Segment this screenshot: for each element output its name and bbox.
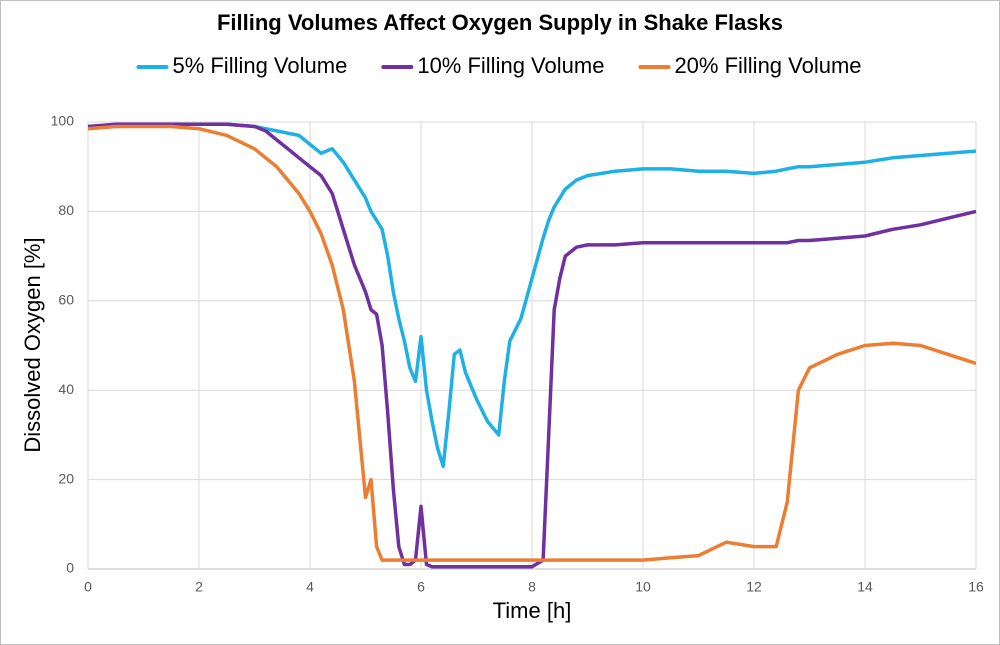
legend: 5% Filling Volume 10% Filling Volume 20% F…	[136, 53, 862, 78]
y-tick-label: 100	[51, 113, 75, 129]
x-tick-label: 0	[84, 579, 92, 595]
x-tick-label: 10	[635, 579, 651, 595]
legend-label: 20% Filling Volume	[674, 53, 861, 78]
x-tick-label: 16	[968, 579, 984, 595]
x-tick-label: 4	[306, 579, 314, 595]
legend-label: 5% Filling Volume	[172, 53, 347, 78]
legend-item: 20% Filling Volume	[638, 53, 862, 78]
y-tick-label: 40	[58, 381, 74, 397]
x-tick-label: 12	[746, 579, 762, 595]
x-tick-label: 2	[195, 579, 203, 595]
legend-item: 5% Filling Volume	[136, 53, 347, 78]
y-tick-label: 60	[58, 292, 74, 308]
data-line	[88, 122, 977, 468]
data-line	[87, 122, 977, 569]
x-tick-label: 6	[417, 579, 425, 595]
x-axis-label: Time [h]	[493, 598, 572, 623]
y-axis-label: Dissolved Oxygen [%]	[20, 237, 45, 452]
x-tick-label: 14	[857, 579, 873, 595]
data-line	[87, 124, 977, 562]
y-tick-label: 20	[58, 470, 74, 486]
y-tick-label: 80	[58, 202, 74, 218]
chart-title: Filling Volumes Affect Oxygen Supply in …	[217, 10, 783, 35]
x-tick-label: 8	[528, 579, 536, 595]
legend-item: 10% Filling Volume	[381, 53, 604, 78]
y-tick-label: 0	[66, 560, 74, 576]
legend-label: 10% Filling Volume	[417, 53, 604, 78]
